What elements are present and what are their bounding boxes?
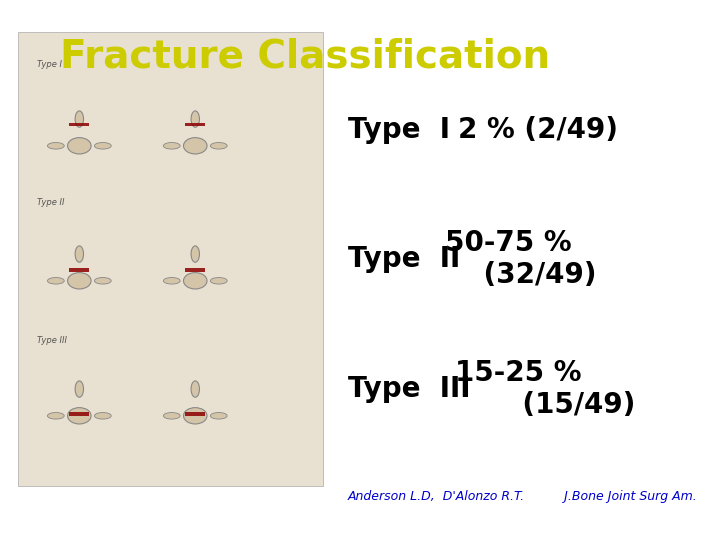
Ellipse shape <box>191 111 199 127</box>
Text: Type  III: Type III <box>348 375 470 403</box>
Ellipse shape <box>68 408 91 424</box>
Text: 15-25 %
       (15/49): 15-25 % (15/49) <box>454 359 635 419</box>
Text: Type III: Type III <box>37 336 67 345</box>
Text: Anderson L.D,  D'Alonzo R.T.          J.Bone Joint Surg Am.: Anderson L.D, D'Alonzo R.T. J.Bone Joint… <box>348 490 698 503</box>
Ellipse shape <box>163 278 180 284</box>
FancyBboxPatch shape <box>185 123 205 126</box>
Ellipse shape <box>191 381 199 397</box>
Text: Type  II: Type II <box>348 245 460 273</box>
Ellipse shape <box>184 408 207 424</box>
Ellipse shape <box>68 273 91 289</box>
Ellipse shape <box>210 413 227 419</box>
Text: Type  I: Type I <box>348 116 450 144</box>
FancyBboxPatch shape <box>185 268 205 272</box>
FancyBboxPatch shape <box>69 412 89 416</box>
Ellipse shape <box>94 413 111 419</box>
Ellipse shape <box>75 246 84 262</box>
FancyBboxPatch shape <box>185 412 205 416</box>
FancyBboxPatch shape <box>69 123 89 126</box>
Ellipse shape <box>184 273 207 289</box>
Text: Type II: Type II <box>37 198 64 207</box>
Ellipse shape <box>184 138 207 154</box>
Ellipse shape <box>163 143 180 149</box>
Ellipse shape <box>68 138 91 154</box>
Text: 50-75 %
    (32/49): 50-75 % (32/49) <box>446 229 597 289</box>
Ellipse shape <box>48 278 64 284</box>
Ellipse shape <box>191 246 199 262</box>
Ellipse shape <box>48 143 64 149</box>
Ellipse shape <box>75 381 84 397</box>
Ellipse shape <box>94 278 111 284</box>
FancyBboxPatch shape <box>18 32 323 486</box>
Text: 2 % (2/49): 2 % (2/49) <box>458 116 618 144</box>
Ellipse shape <box>94 143 111 149</box>
Ellipse shape <box>75 111 84 127</box>
Ellipse shape <box>163 413 180 419</box>
Text: Type I: Type I <box>37 60 62 69</box>
Ellipse shape <box>48 413 64 419</box>
FancyBboxPatch shape <box>69 268 89 272</box>
Text: Fracture Classification: Fracture Classification <box>60 38 550 76</box>
Ellipse shape <box>210 278 227 284</box>
Ellipse shape <box>210 143 227 149</box>
